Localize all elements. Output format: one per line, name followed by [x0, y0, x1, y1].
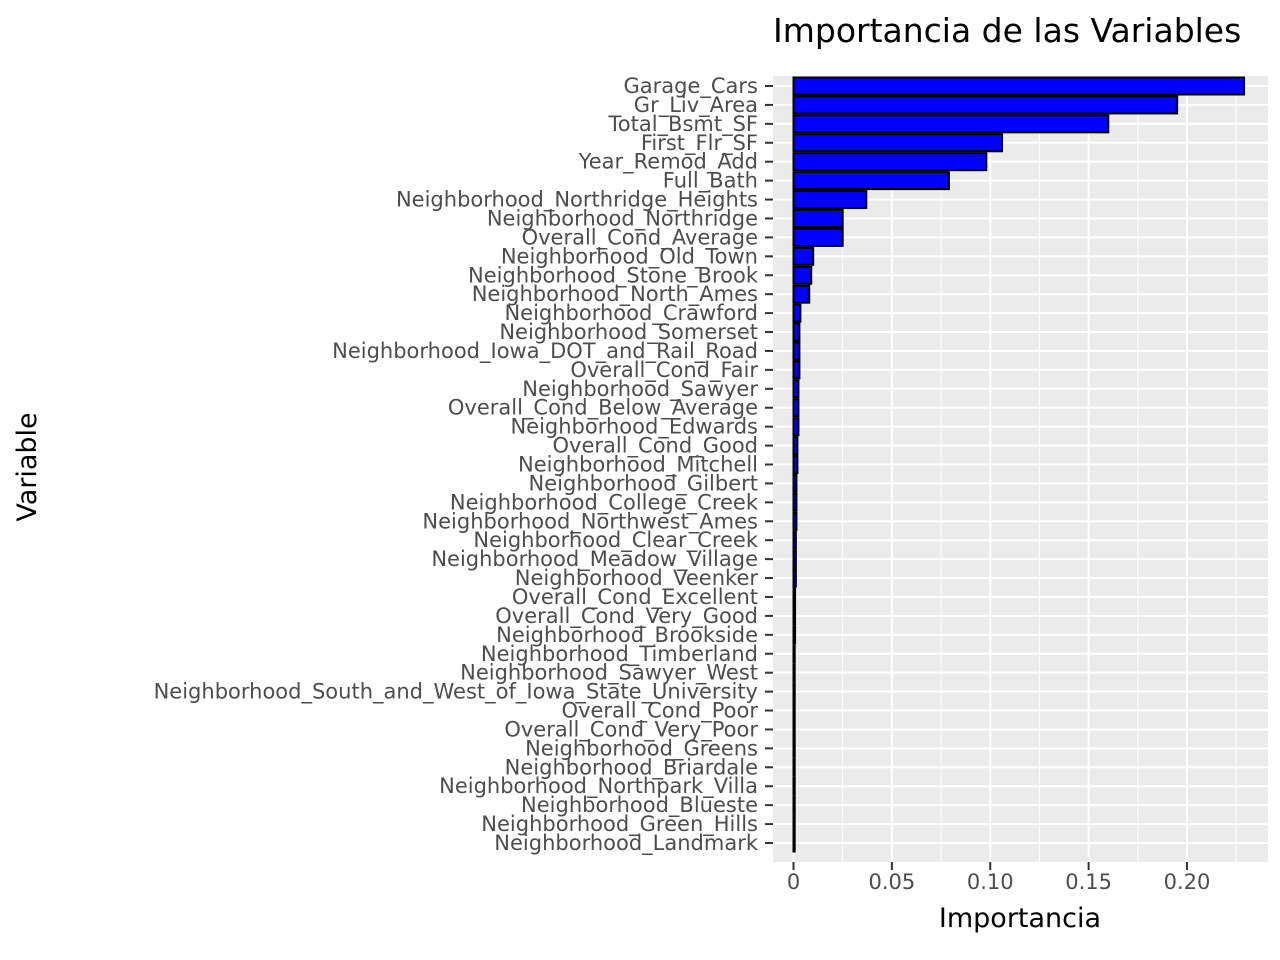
y-tick-label: Neighborhood_Greens — [525, 736, 758, 761]
y-tick-label: Gr_Liv_Area — [634, 93, 758, 118]
bar — [792, 95, 1179, 115]
bar — [792, 663, 796, 683]
chart-title: Importancia de las Variables — [773, 11, 1241, 50]
y-tick-label: Neighborhood_Northridge — [487, 206, 758, 231]
y-tick-label: Neighborhood_Green_Hills — [481, 812, 758, 837]
bar — [792, 549, 797, 569]
y-tick-label: Neighborhood_Gilbert — [529, 471, 758, 496]
bar — [792, 833, 796, 853]
bar — [792, 455, 799, 474]
bar — [792, 398, 800, 418]
y-tick-label: Neighborhood_Sawyer_West — [460, 661, 758, 686]
bar — [792, 701, 796, 721]
bar — [792, 114, 1110, 134]
bar — [792, 246, 815, 266]
bar — [792, 417, 800, 437]
bar — [792, 606, 797, 626]
bar — [792, 190, 868, 210]
bars — [792, 76, 1246, 853]
bar — [792, 795, 796, 815]
x-axis-title: Importancia — [939, 903, 1101, 934]
bar — [792, 511, 798, 531]
x-tick-label: 0.10 — [967, 870, 1014, 894]
bar — [792, 284, 811, 304]
y-tick-label: Neighborhood_Mitchell — [518, 453, 758, 478]
bar — [792, 436, 799, 456]
y-tick-label: Overall_Cond_Excellent — [512, 585, 758, 610]
y-tick-label: Garage_Cars — [623, 74, 758, 99]
bar — [792, 208, 844, 228]
bar — [792, 265, 813, 285]
y-tick-label: Neighborhood_Northpark_Villa — [439, 774, 758, 799]
bar — [792, 492, 798, 512]
y-tick-label: Neighborhood_Old_Town — [501, 244, 758, 269]
bar — [792, 152, 988, 172]
y-tick-label: Neighborhood_Blueste — [521, 793, 758, 818]
y-tick-label: Neighborhood_Timberland — [481, 642, 758, 667]
y-axis-title: Variable — [12, 412, 43, 521]
y-tick-label: Neighborhood_Northwest_Ames — [422, 509, 758, 534]
bar — [792, 379, 800, 399]
y-tick-label: Neighborhood_North_Ames — [472, 282, 758, 307]
y-tick-label: Neighborhood_Brookside — [496, 623, 758, 648]
y-tick-label: Neighborhood_Edwards — [510, 415, 758, 440]
bar — [792, 227, 844, 247]
y-tick-label: Neighborhood_College_Creek — [450, 490, 759, 515]
y-tick-label: Neighborhood_Sawyer — [522, 377, 758, 402]
y-tick-label: Neighborhood_Stone_Brook — [468, 263, 759, 288]
bar — [792, 757, 796, 777]
y-axis-ticks: Garage_CarsGr_Liv_AreaTotal_Bsmt_SFFirst… — [154, 74, 773, 856]
x-tick-label: 0 — [787, 870, 800, 894]
y-tick-label: Overall_Cond_Poor — [562, 699, 759, 724]
y-tick-label: Neighborhood_South_and_West_of_Iowa_Stat… — [154, 680, 758, 705]
bar — [792, 76, 1246, 96]
bar — [792, 814, 796, 834]
bar — [792, 303, 802, 323]
y-tick-label: Overall_Cond_Very_Poor — [504, 717, 758, 742]
bar — [792, 473, 798, 493]
bar — [792, 738, 796, 758]
y-tick-label: Neighborhood_Somerset — [499, 320, 758, 345]
bar — [792, 171, 950, 191]
y-tick-label: Total_Bsmt_SF — [608, 112, 759, 137]
bar — [792, 719, 796, 739]
bar — [792, 625, 797, 645]
y-tick-label: Neighborhood_Landmark — [494, 831, 759, 856]
y-tick-label: Neighborhood_Crawford — [504, 301, 758, 326]
bar — [792, 322, 801, 342]
x-tick-label: 0.05 — [868, 870, 915, 894]
y-tick-label: Overall_Cond_Good — [553, 434, 759, 459]
bar — [792, 568, 797, 588]
y-tick-label: Neighborhood_Veenker — [515, 566, 759, 591]
y-tick-label: Overall_Cond_Average — [522, 225, 758, 250]
y-tick-label: Neighborhood_Briardale — [505, 755, 758, 780]
bar — [792, 587, 797, 607]
y-tick-label: First_Flr_SF — [641, 131, 758, 156]
y-tick-label: Year_Remod_Add — [578, 150, 758, 175]
bar — [792, 530, 797, 550]
bar — [792, 682, 796, 702]
x-axis-ticks: 0 0.05 0.10 0.15 0.20 — [787, 862, 1211, 894]
bar — [792, 776, 796, 796]
y-tick-label: Neighborhood_Northridge_Heights — [396, 188, 758, 213]
y-tick-label: Overall_Cond_Fair — [570, 358, 758, 383]
x-tick-label: 0.15 — [1065, 870, 1112, 894]
y-tick-label: Overall_Cond_Very_Good — [495, 604, 758, 629]
y-tick-label: Full_Bath — [663, 169, 758, 194]
y-tick-label: Neighborhood_Meadow_Village — [431, 547, 758, 572]
bar — [792, 341, 801, 361]
y-tick-label: Neighborhood_Iowa_DOT_and_Rail_Road — [332, 339, 758, 364]
y-tick-label: Overall_Cond_Below_Average — [448, 396, 758, 421]
y-tick-label: Neighborhood_Clear_Creek — [473, 528, 758, 553]
bar — [792, 360, 801, 380]
bar — [792, 133, 1004, 153]
bar — [792, 644, 796, 664]
x-tick-label: 0.20 — [1164, 870, 1211, 894]
